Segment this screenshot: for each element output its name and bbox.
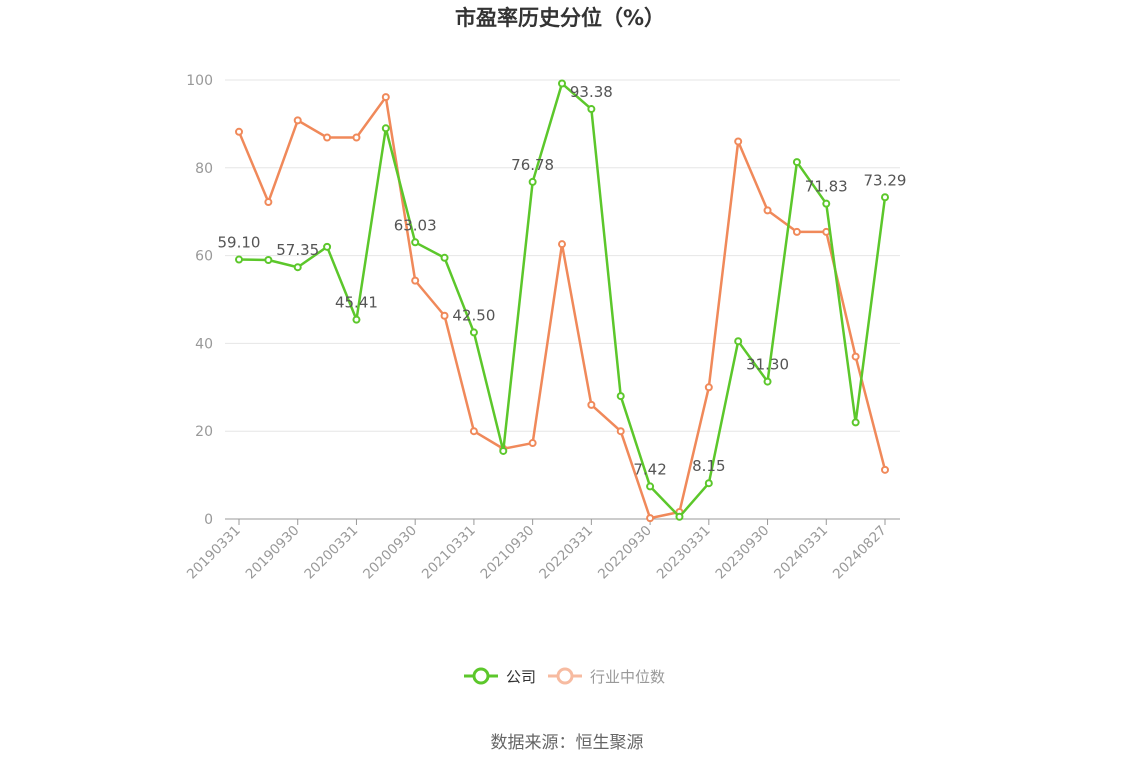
- data-point: [500, 448, 506, 454]
- data-point: [588, 402, 594, 408]
- data-point: [324, 244, 330, 250]
- x-tick-label-20200331: 20200331: [301, 523, 361, 583]
- data-point: [823, 229, 829, 235]
- x-tick-label-20220930: 20220930: [595, 523, 655, 583]
- data-point: [559, 241, 565, 247]
- data-point: [647, 515, 653, 521]
- data-point: [882, 194, 888, 200]
- data-label: 93.38: [570, 83, 613, 101]
- series-company: [236, 81, 888, 520]
- data-point: [471, 428, 477, 434]
- data-point: [559, 81, 565, 87]
- data-point: [823, 201, 829, 207]
- chart-title: 市盈率历史分位（%）: [455, 6, 665, 30]
- data-point: [794, 159, 800, 165]
- x-tick-label-20230930: 20230930: [712, 523, 772, 583]
- data-point: [471, 329, 477, 335]
- legend[interactable]: 公司 行业中位数: [464, 668, 665, 686]
- data-point: [618, 393, 624, 399]
- data-point: [735, 138, 741, 144]
- series-layer: [236, 81, 888, 522]
- data-point: [706, 384, 712, 390]
- y-tick-label-100: 100: [186, 73, 213, 89]
- data-point: [794, 229, 800, 235]
- grid-lines: [225, 80, 900, 431]
- data-label: 76.78: [511, 156, 554, 174]
- data-point: [530, 179, 536, 185]
- data-point: [882, 467, 888, 473]
- y-tick-label-80: 80: [195, 161, 213, 177]
- data-label: 73.29: [864, 171, 907, 189]
- y-tick-label-40: 40: [195, 336, 213, 352]
- data-point: [236, 257, 242, 263]
- x-tick-label-20240827: 20240827: [830, 523, 890, 583]
- data-point: [353, 317, 359, 323]
- x-tick-label-20240331: 20240331: [771, 523, 831, 583]
- data-point: [765, 379, 771, 385]
- x-tick-label-20230331: 20230331: [654, 523, 714, 583]
- data-point: [442, 255, 448, 261]
- x-tick-label-20220331: 20220331: [536, 523, 596, 583]
- legend-marker: [474, 669, 488, 683]
- data-point: [853, 419, 859, 425]
- data-point: [442, 313, 448, 319]
- data-point: [735, 338, 741, 344]
- source-label: 数据来源：恒生聚源: [491, 733, 644, 753]
- data-point: [295, 264, 301, 270]
- data-point: [324, 135, 330, 141]
- data-label: 71.83: [805, 178, 848, 196]
- y-tick-label-20: 20: [195, 424, 213, 440]
- data-point: [853, 354, 859, 360]
- x-tick-label-20210331: 20210331: [419, 523, 479, 583]
- legend-marker: [558, 669, 572, 683]
- data-label: 42.50: [452, 306, 495, 324]
- data-point: [530, 440, 536, 446]
- y-tick-label-0: 0: [204, 512, 213, 528]
- data-label: 7.42: [633, 460, 666, 478]
- data-point: [765, 207, 771, 213]
- y-axis: 0 20 40 60 80 100: [186, 73, 213, 528]
- legend-label: 行业中位数: [590, 668, 665, 686]
- data-point: [412, 278, 418, 284]
- legend-item-company[interactable]: 公司: [464, 668, 536, 686]
- data-point: [412, 239, 418, 245]
- data-point: [265, 257, 271, 263]
- data-label: 63.03: [394, 216, 437, 234]
- x-tick-label-20190930: 20190930: [243, 523, 303, 583]
- y-tick-label-60: 60: [195, 249, 213, 265]
- data-point: [236, 129, 242, 135]
- legend-item-industry-median[interactable]: 行业中位数: [548, 668, 665, 686]
- data-point: [588, 106, 594, 112]
- data-point: [265, 199, 271, 205]
- data-point: [383, 94, 389, 100]
- data-label: 31.30: [746, 356, 789, 374]
- data-point: [706, 480, 712, 486]
- data-point: [618, 428, 624, 434]
- legend-label: 公司: [506, 668, 536, 686]
- x-axis: 2019033120190930202003312020093020210331…: [184, 519, 900, 582]
- data-point: [295, 117, 301, 123]
- series-industry-median: [236, 94, 888, 521]
- data-point: [647, 483, 653, 489]
- data-point: [383, 125, 389, 131]
- data-point: [676, 514, 682, 520]
- x-tick-label-20190331: 20190331: [184, 523, 244, 583]
- x-tick-label-20210930: 20210930: [478, 523, 538, 583]
- data-label: 45.41: [335, 294, 378, 312]
- x-tick-label-20200930: 20200930: [360, 523, 420, 583]
- data-label: 57.35: [276, 241, 319, 259]
- data-labels: 59.10 57.35 45.41 63.03 42.50 76.78 93.38 7.42 8…: [218, 83, 907, 478]
- data-label: 59.10: [218, 234, 261, 252]
- data-point: [353, 135, 359, 141]
- data-label: 8.15: [692, 457, 725, 475]
